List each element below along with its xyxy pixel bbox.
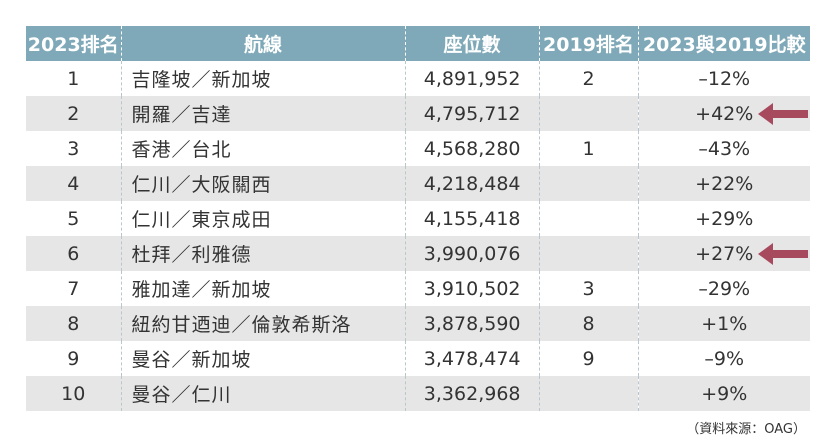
rank-2019-cell [539, 236, 639, 271]
rank-cell: 10 [26, 376, 122, 411]
rank-cell: 2 [26, 96, 122, 131]
change-cell: +22% [638, 166, 810, 201]
rank-2019-cell [539, 376, 639, 411]
rank-cell: 7 [26, 271, 122, 306]
seats-cell: 3,990,076 [405, 236, 540, 271]
seats-cell: 4,795,712 [405, 96, 540, 131]
change-cell: +1% [638, 306, 810, 341]
change-cell: –9% [638, 341, 810, 376]
rank-2019-cell: 3 [539, 271, 639, 306]
seats-cell: 3,910,502 [405, 271, 540, 306]
rank-2019-cell [539, 201, 639, 236]
rank-2019-cell: 2 [539, 61, 639, 96]
rank-cell: 5 [26, 201, 122, 236]
route-cell: 曼谷／仁川 [121, 376, 406, 411]
table-row: 9 曼谷／新加坡 3,478,474 9 –9% [26, 341, 810, 376]
route-ranking-table: 2023排名 航線 座位數 2019排名 2023與2019比較 1 吉隆坡／新加… [26, 26, 810, 411]
route-cell: 雅加達／新加坡 [121, 271, 406, 306]
seats-cell: 4,891,952 [405, 61, 540, 96]
route-cell: 紐約甘迺迪／倫敦希斯洛 [121, 306, 406, 341]
header-seats: 座位數 [405, 26, 540, 61]
seats-cell: 4,568,280 [405, 131, 540, 166]
change-cell: +9% [638, 376, 810, 411]
header-rank-2023: 2023排名 [26, 26, 122, 61]
rank-2019-cell [539, 166, 639, 201]
rank-cell: 6 [26, 236, 122, 271]
header-route: 航線 [121, 26, 406, 61]
table-row: 10 曼谷／仁川 3,362,968 +9% [26, 376, 810, 411]
table-row: 5 仁川／東京成田 4,155,418 +29% [26, 201, 810, 236]
rank-cell: 8 [26, 306, 122, 341]
table-row: 8 紐約甘迺迪／倫敦希斯洛 3,878,590 8 +1% [26, 306, 810, 341]
rank-cell: 1 [26, 61, 122, 96]
route-cell: 香港／台北 [121, 131, 406, 166]
change-cell: –12% [638, 61, 810, 96]
header-rank-2019: 2019排名 [539, 26, 639, 61]
route-cell: 曼谷／新加坡 [121, 341, 406, 376]
table-row: 4 仁川／大阪關西 4,218,484 +22% [26, 166, 810, 201]
change-cell: –29% [638, 271, 810, 306]
source-note: （資料來源：OAG） [686, 422, 806, 437]
rank-2019-cell: 8 [539, 306, 639, 341]
route-cell: 仁川／東京成田 [121, 201, 406, 236]
route-cell: 杜拜／利雅德 [121, 236, 406, 271]
seats-cell: 4,218,484 [405, 166, 540, 201]
change-cell: –43% [638, 131, 810, 166]
left-arrow-icon [758, 242, 808, 265]
table-row: 2 開羅／吉達 4,795,712 +42% [26, 96, 810, 131]
change-cell: +42% [638, 96, 810, 131]
rank-cell: 3 [26, 131, 122, 166]
left-arrow-icon [758, 102, 808, 125]
rank-2019-cell: 1 [539, 131, 639, 166]
header-change: 2023與2019比較 [638, 26, 810, 61]
rank-cell: 9 [26, 341, 122, 376]
table-row: 6 杜拜／利雅德 3,990,076 +27% [26, 236, 810, 271]
seats-cell: 3,362,968 [405, 376, 540, 411]
route-cell: 吉隆坡／新加坡 [121, 61, 406, 96]
table-header-row: 2023排名 航線 座位數 2019排名 2023與2019比較 [26, 26, 810, 61]
rank-2019-cell: 9 [539, 341, 639, 376]
route-cell: 仁川／大阪關西 [121, 166, 406, 201]
change-cell: +29% [638, 201, 810, 236]
table-body: 1 吉隆坡／新加坡 4,891,952 2 –12% 2 開羅／吉達 4,795,712 +42… [26, 61, 810, 411]
seats-cell: 3,478,474 [405, 341, 540, 376]
table-row: 7 雅加達／新加坡 3,910,502 3 –29% [26, 271, 810, 306]
table-row: 3 香港／台北 4,568,280 1 –43% [26, 131, 810, 166]
rank-2019-cell [539, 96, 639, 131]
seats-cell: 3,878,590 [405, 306, 540, 341]
change-cell: +27% [638, 236, 810, 271]
route-cell: 開羅／吉達 [121, 96, 406, 131]
table-row: 1 吉隆坡／新加坡 4,891,952 2 –12% [26, 61, 810, 96]
rank-cell: 4 [26, 166, 122, 201]
seats-cell: 4,155,418 [405, 201, 540, 236]
